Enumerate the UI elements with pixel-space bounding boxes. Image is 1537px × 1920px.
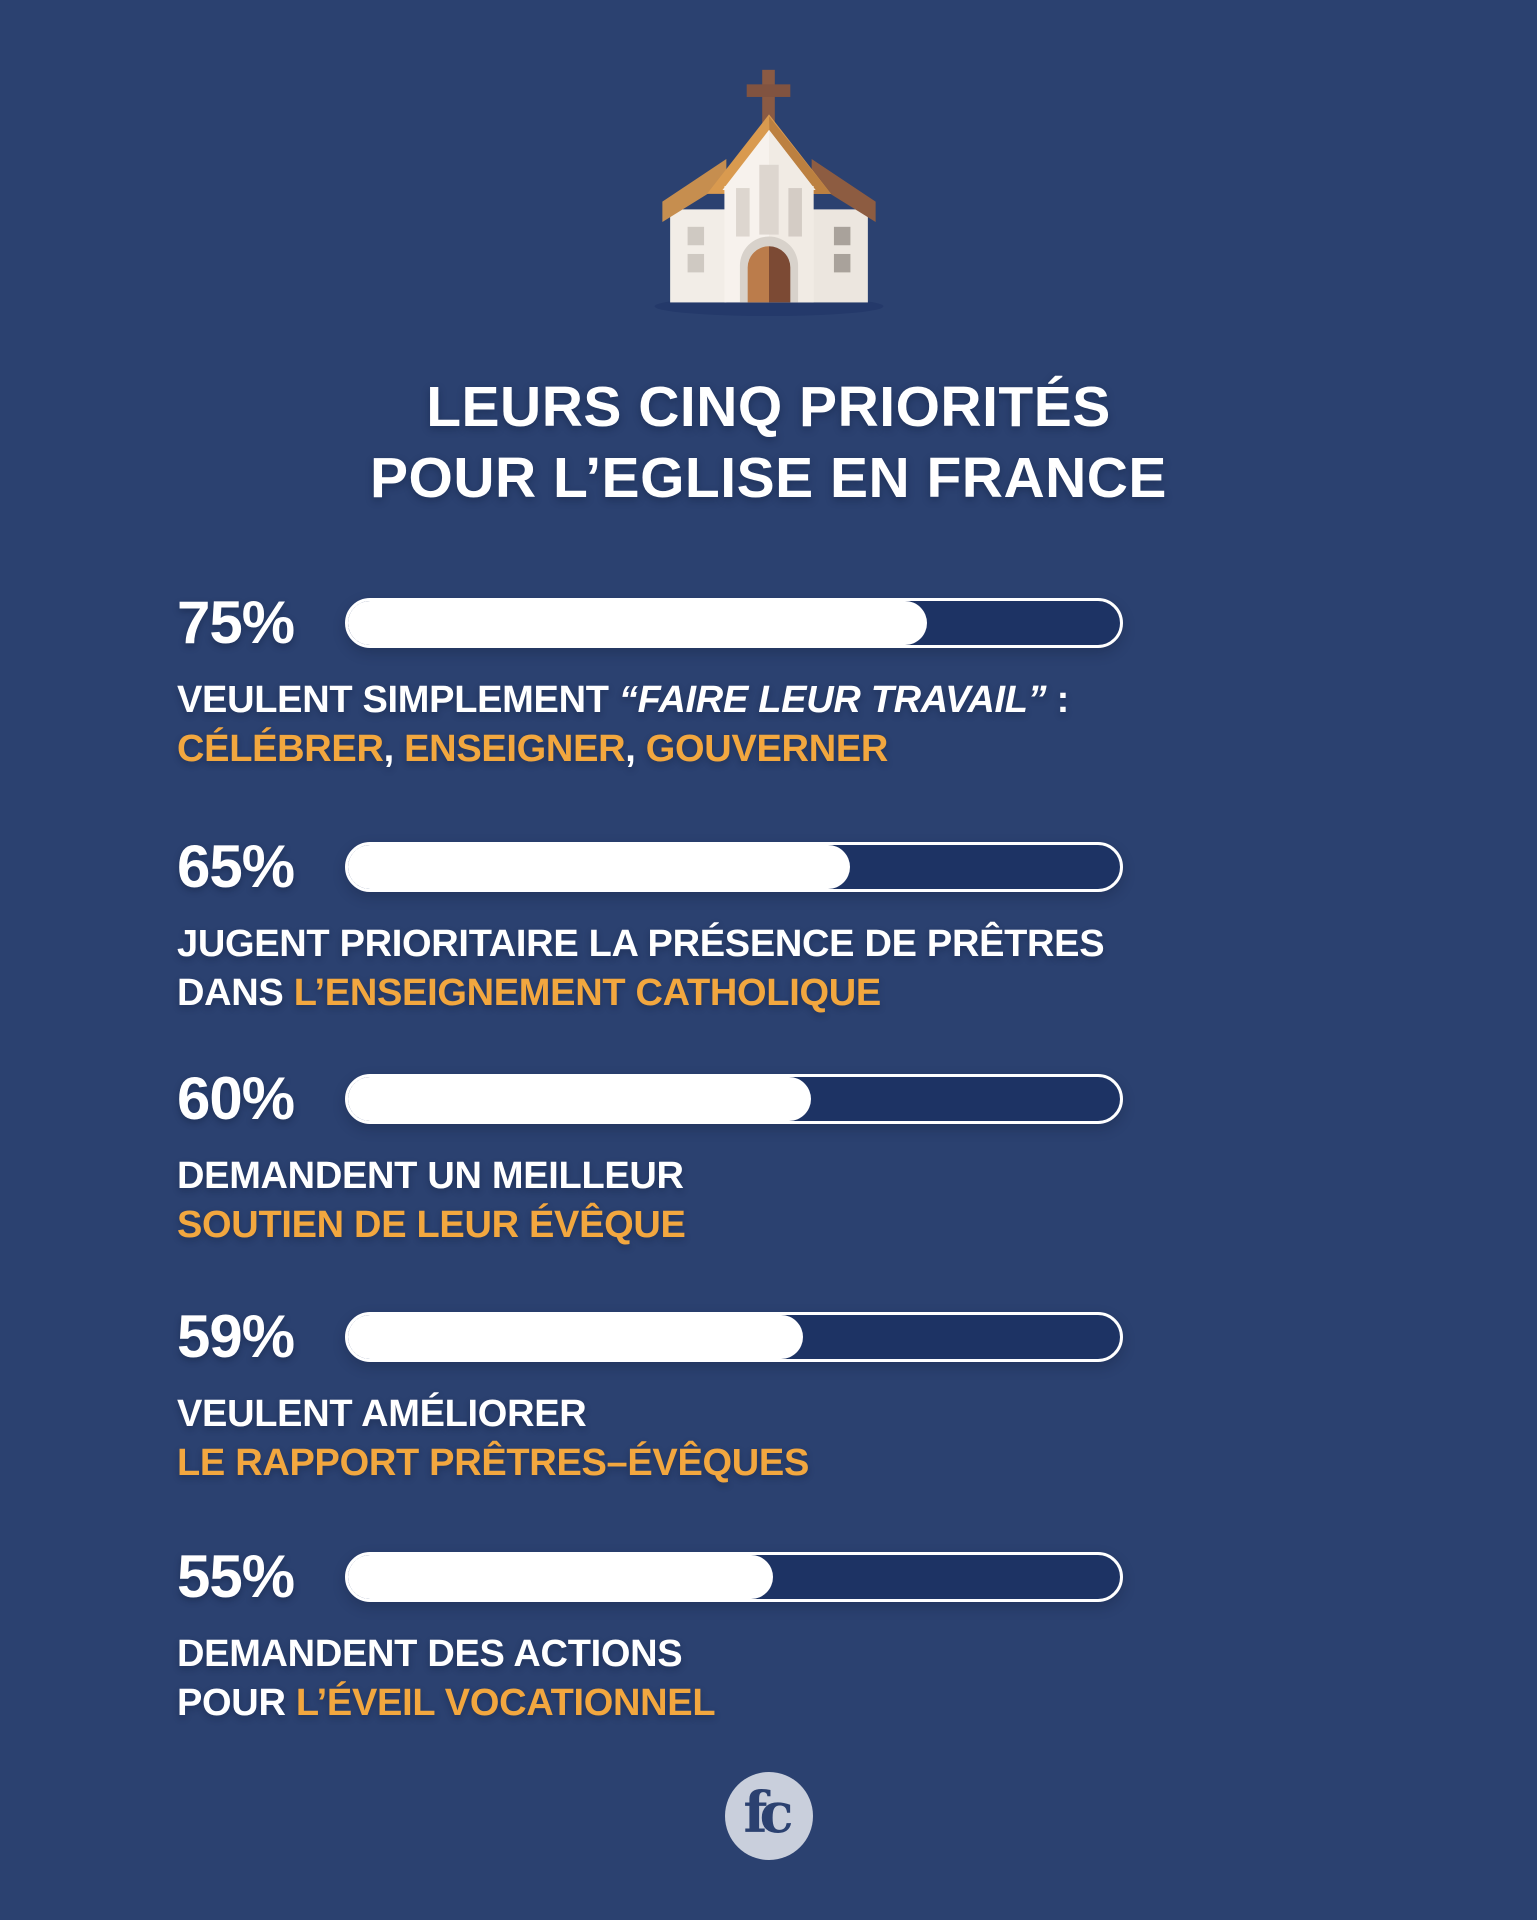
bar-line: 60% <box>177 1064 1123 1133</box>
text-segment: L’ENSEIGNEMENT CATHOLIQUE <box>293 972 881 1014</box>
brand-logo: fc <box>724 1772 813 1860</box>
church-icon <box>654 69 883 316</box>
page-title-line2: POUR L’EGLISE EN FRANCE <box>370 446 1167 510</box>
text-segment: DEMANDENT DES ACTIONS <box>177 1633 683 1675</box>
stat-text: DEMANDENT UN MEILLEUR SOUTIEN DE LEUR ÉV… <box>177 1152 686 1250</box>
text-segment: SOUTIEN DE LEUR ÉVÊQUE <box>177 1204 686 1246</box>
text-segment: : <box>1046 679 1070 721</box>
text-segment: DANS <box>177 972 294 1014</box>
percent-label: 60% <box>177 1065 295 1132</box>
page-title: LEURS CINQ PRIORITÉS POUR L’EGLISE EN FR… <box>0 372 1537 514</box>
text-segment: “FAIRE LEUR TRAVAIL” <box>618 679 1047 721</box>
progress-bar-fill <box>348 844 850 889</box>
percent-label: 65% <box>177 833 295 900</box>
progress-bar-fill <box>348 600 927 645</box>
stat-text-line2: SOUTIEN DE LEUR ÉVÊQUE <box>177 1201 686 1250</box>
progress-bar-fill <box>348 1076 812 1121</box>
stat-text: VEULENT SIMPLEMENT “FAIRE LEUR TRAVAIL” … <box>177 676 1069 774</box>
page-title-line1: LEURS CINQ PRIORITÉS <box>426 375 1111 439</box>
stat-text-line1: VEULENT AMÉLIORER <box>177 1390 809 1439</box>
bar-line: 55% <box>177 1542 1123 1611</box>
progress-bar-track <box>345 1311 1123 1362</box>
percent-label: 59% <box>177 1303 295 1370</box>
progress-bar-fill <box>348 1314 804 1359</box>
stat-text-line1: JUGENT PRIORITAIRE LA PRÉSENCE DE PRÊTRE… <box>177 920 1105 969</box>
text-segment: ENSEIGNER <box>404 728 626 770</box>
text-segment: L’ÉVEIL VOCATIONNEL <box>295 1682 716 1724</box>
stat-text: DEMANDENT DES ACTIONS POUR L’ÉVEIL VOCAT… <box>177 1630 716 1728</box>
progress-bar-fill <box>348 1554 773 1599</box>
bar-line: 59% <box>177 1302 1123 1371</box>
stat-text-line1: VEULENT SIMPLEMENT “FAIRE LEUR TRAVAIL” … <box>177 676 1069 725</box>
text-segment: LE RAPPORT PRÊTRES–ÉVÊQUES <box>177 1442 810 1484</box>
stat-text-line2: LE RAPPORT PRÊTRES–ÉVÊQUES <box>177 1439 809 1488</box>
stat-text: VEULENT AMÉLIORER LE RAPPORT PRÊTRES–ÉVÊ… <box>177 1390 809 1488</box>
stat-text-line2: DANS L’ENSEIGNEMENT CATHOLIQUE <box>177 969 1104 1018</box>
stat-text-line2: POUR L’ÉVEIL VOCATIONNEL <box>177 1679 716 1728</box>
text-segment: CÉLÉBRER <box>177 728 384 770</box>
stat-text-line1: DEMANDENT DES ACTIONS <box>177 1630 715 1679</box>
percent-label: 55% <box>177 1543 295 1610</box>
progress-bar-track <box>345 841 1123 892</box>
text-segment: JUGENT PRIORITAIRE LA PRÉSENCE DE PRÊTRE… <box>177 923 1105 965</box>
brand-logo-text: fc <box>743 1780 793 1846</box>
text-segment: , <box>625 728 646 770</box>
bar-line: 65% <box>177 832 1123 901</box>
progress-bar-track <box>345 1551 1123 1602</box>
bar-line: 75% <box>177 588 1123 657</box>
text-segment: DEMANDENT UN MEILLEUR <box>177 1155 684 1197</box>
percent-label: 75% <box>177 589 295 656</box>
text-segment: VEULENT AMÉLIORER <box>177 1393 587 1435</box>
text-segment: VEULENT SIMPLEMENT <box>177 679 619 721</box>
stat-text: JUGENT PRIORITAIRE LA PRÉSENCE DE PRÊTRE… <box>177 920 1105 1018</box>
progress-bar-track <box>345 597 1123 648</box>
progress-bar-track <box>345 1073 1123 1124</box>
text-segment: , <box>383 728 405 770</box>
text-segment: GOUVERNER <box>645 728 889 770</box>
text-segment: POUR <box>177 1682 296 1724</box>
stat-text-line1: DEMANDENT UN MEILLEUR <box>177 1152 686 1201</box>
stat-text-line2: CÉLÉBRER, ENSEIGNER, GOUVERNER <box>177 725 1069 774</box>
